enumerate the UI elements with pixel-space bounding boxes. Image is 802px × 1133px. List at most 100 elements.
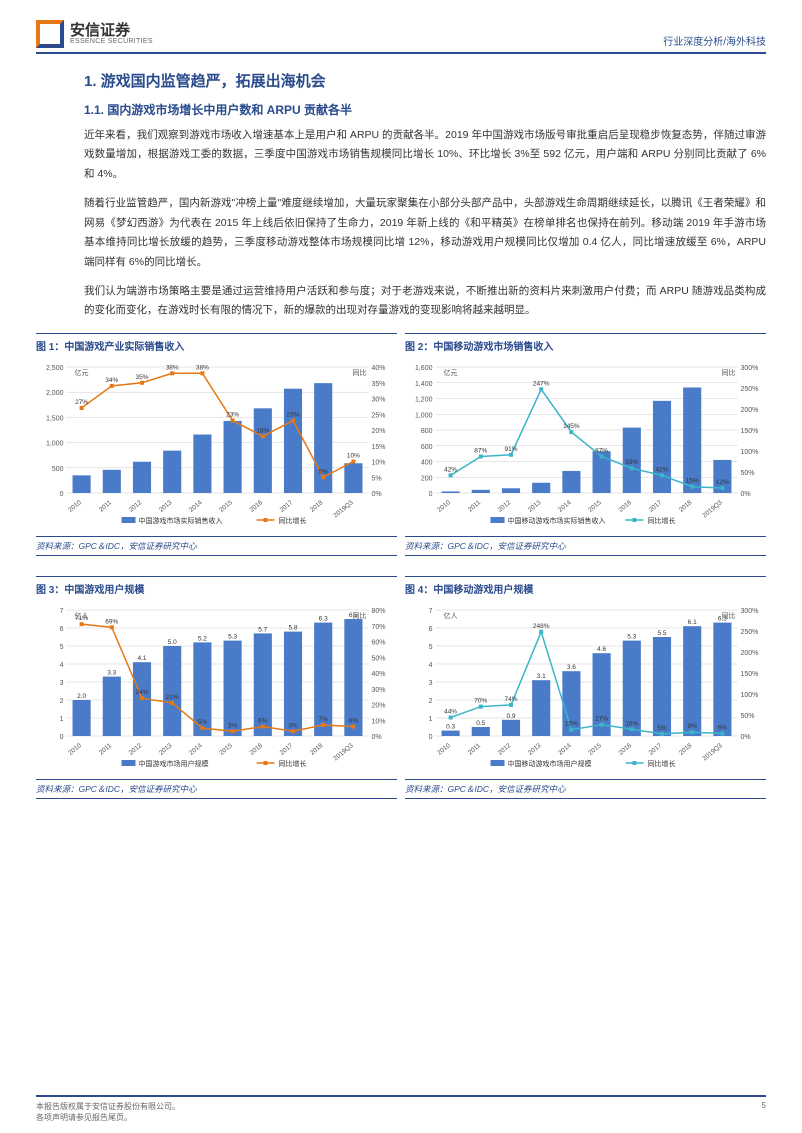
svg-text:6.5: 6.5 (349, 612, 358, 619)
chart-4-title: 图 4：中国移动游戏用户规模 (405, 577, 766, 602)
svg-text:2015: 2015 (587, 742, 603, 757)
svg-text:2018: 2018 (309, 499, 325, 514)
svg-text:6.1: 6.1 (688, 619, 697, 626)
svg-text:同比增长: 同比增长 (279, 759, 307, 768)
svg-text:42%: 42% (655, 466, 668, 473)
svg-text:2,500: 2,500 (46, 365, 64, 372)
svg-text:50%: 50% (372, 655, 386, 662)
logo: 安信证券 ESSENCE SECURITIES (36, 20, 153, 48)
chart-2-title: 图 2：中国移动游戏市场销售收入 (405, 334, 766, 359)
chart-3-box: 图 3：中国游戏用户规模 012345670%10%20%30%40%50%60… (36, 576, 397, 799)
svg-text:亿元: 亿元 (444, 368, 458, 377)
svg-text:500: 500 (52, 466, 64, 473)
svg-text:中国游戏市场实际销售收入: 中国游戏市场实际销售收入 (139, 516, 223, 525)
svg-text:80%: 80% (372, 608, 386, 615)
chart-2-source: 资料来源：GPC＆IDC，安信证券研究中心 (405, 536, 766, 556)
svg-text:800: 800 (421, 428, 433, 435)
svg-text:中国移动游戏市场实际销售收入: 中国移动游戏市场实际销售收入 (508, 516, 606, 525)
svg-text:4.1: 4.1 (137, 655, 146, 662)
svg-text:200: 200 (421, 475, 433, 482)
svg-text:100%: 100% (741, 692, 759, 699)
paragraph-2: 随着行业监管趋严，国内新游戏"冲榜上量"难度继续增加，大量玩家聚集在小部分头部产… (84, 194, 766, 272)
svg-text:7: 7 (429, 608, 433, 615)
svg-text:同比增长: 同比增长 (648, 759, 676, 768)
svg-text:0%: 0% (741, 491, 751, 498)
svg-text:7%: 7% (318, 716, 328, 723)
svg-text:2014: 2014 (557, 499, 573, 514)
svg-text:2: 2 (429, 698, 433, 705)
svg-text:2014: 2014 (188, 742, 204, 757)
svg-text:2017: 2017 (648, 499, 664, 514)
svg-text:同比增长: 同比增长 (648, 516, 676, 525)
section-1-1-heading: 1.1. 国内游戏市场增长中用户数和 ARPU 贡献各半 (84, 101, 766, 118)
chart-1-source: 资料来源：GPC＆IDC，安信证券研究中心 (36, 536, 397, 556)
svg-text:248%: 248% (533, 623, 550, 630)
svg-text:2019Q3: 2019Q3 (701, 742, 724, 762)
svg-text:2014: 2014 (188, 499, 204, 514)
section-1-heading: 1. 游戏国内监管趋严，拓展出海机会 (84, 70, 766, 91)
svg-text:1: 1 (429, 716, 433, 723)
svg-text:2012: 2012 (497, 742, 513, 757)
svg-text:5.0: 5.0 (168, 639, 177, 646)
svg-text:50%: 50% (741, 470, 755, 477)
svg-text:4.6: 4.6 (597, 646, 606, 653)
svg-text:74%: 74% (504, 696, 517, 703)
svg-text:3%: 3% (228, 722, 238, 729)
svg-text:2011: 2011 (98, 499, 114, 514)
svg-text:5%: 5% (318, 468, 328, 475)
chart-3-title: 图 3：中国游戏用户规模 (36, 577, 397, 602)
svg-text:71%: 71% (75, 615, 88, 622)
svg-text:23%: 23% (226, 411, 239, 418)
svg-text:4: 4 (60, 662, 64, 669)
svg-text:70%: 70% (372, 624, 386, 631)
svg-text:0.9: 0.9 (506, 713, 515, 720)
svg-text:42%: 42% (444, 466, 457, 473)
svg-text:87%: 87% (474, 447, 487, 454)
svg-text:50%: 50% (741, 713, 755, 720)
svg-text:2013: 2013 (527, 742, 543, 757)
svg-text:0: 0 (60, 734, 64, 741)
svg-text:亿人: 亿人 (444, 611, 458, 620)
svg-text:2011: 2011 (467, 499, 483, 514)
svg-text:27%: 27% (75, 399, 88, 406)
chart-3-source: 资料来源：GPC＆IDC，安信证券研究中心 (36, 779, 397, 799)
footer-disclaimer: 各项声明请参见报告尾页。 (36, 1112, 180, 1123)
svg-text:15%: 15% (686, 477, 699, 484)
svg-text:0.3: 0.3 (446, 723, 455, 730)
chart-3: 012345670%10%20%30%40%50%60%70%80%亿人同比2.… (36, 602, 397, 772)
svg-text:30%: 30% (372, 396, 386, 403)
svg-text:1,200: 1,200 (415, 396, 433, 403)
chart-4-box: 图 4：中国移动游戏用户规模 012345670%50%100%150%200%… (405, 576, 766, 799)
svg-text:87%: 87% (595, 447, 608, 454)
svg-text:24%: 24% (135, 689, 148, 696)
svg-text:6: 6 (429, 626, 433, 633)
svg-text:10%: 10% (347, 452, 360, 459)
chart-4-source: 资料来源：GPC＆IDC，安信证券研究中心 (405, 779, 766, 799)
svg-text:6%: 6% (258, 717, 268, 724)
svg-text:200%: 200% (741, 650, 759, 657)
svg-text:2019Q3: 2019Q3 (332, 742, 355, 762)
logo-icon (36, 20, 64, 48)
svg-text:0%: 0% (741, 734, 751, 741)
svg-text:21%: 21% (166, 694, 179, 701)
svg-text:35%: 35% (135, 374, 148, 381)
svg-text:1: 1 (60, 716, 64, 723)
chart-4: 012345670%50%100%150%200%250%300%亿人同比0.3… (405, 602, 766, 772)
svg-text:0: 0 (429, 734, 433, 741)
paragraph-3: 我们认为端游市场策略主要是通过运营维持用户活跃和参与度；对于老游戏来说，不断推出… (84, 282, 766, 321)
svg-text:2015: 2015 (218, 742, 234, 757)
logo-en: ESSENCE SECURITIES (70, 38, 153, 45)
svg-text:3.3: 3.3 (107, 669, 116, 676)
svg-text:0%: 0% (372, 491, 382, 498)
page-footer: 本报告版权属于安信证券股份有限公司。 各项声明请参见报告尾页。 5 (36, 1095, 766, 1123)
svg-text:2013: 2013 (158, 742, 174, 757)
svg-text:6%: 6% (718, 724, 728, 731)
svg-text:20%: 20% (372, 702, 386, 709)
svg-text:1,000: 1,000 (415, 412, 433, 419)
svg-text:2019Q3: 2019Q3 (701, 499, 724, 519)
svg-text:2013: 2013 (527, 499, 543, 514)
svg-text:2018: 2018 (678, 742, 694, 757)
svg-text:2012: 2012 (497, 499, 513, 514)
svg-text:2011: 2011 (98, 742, 114, 757)
svg-text:3: 3 (429, 680, 433, 687)
